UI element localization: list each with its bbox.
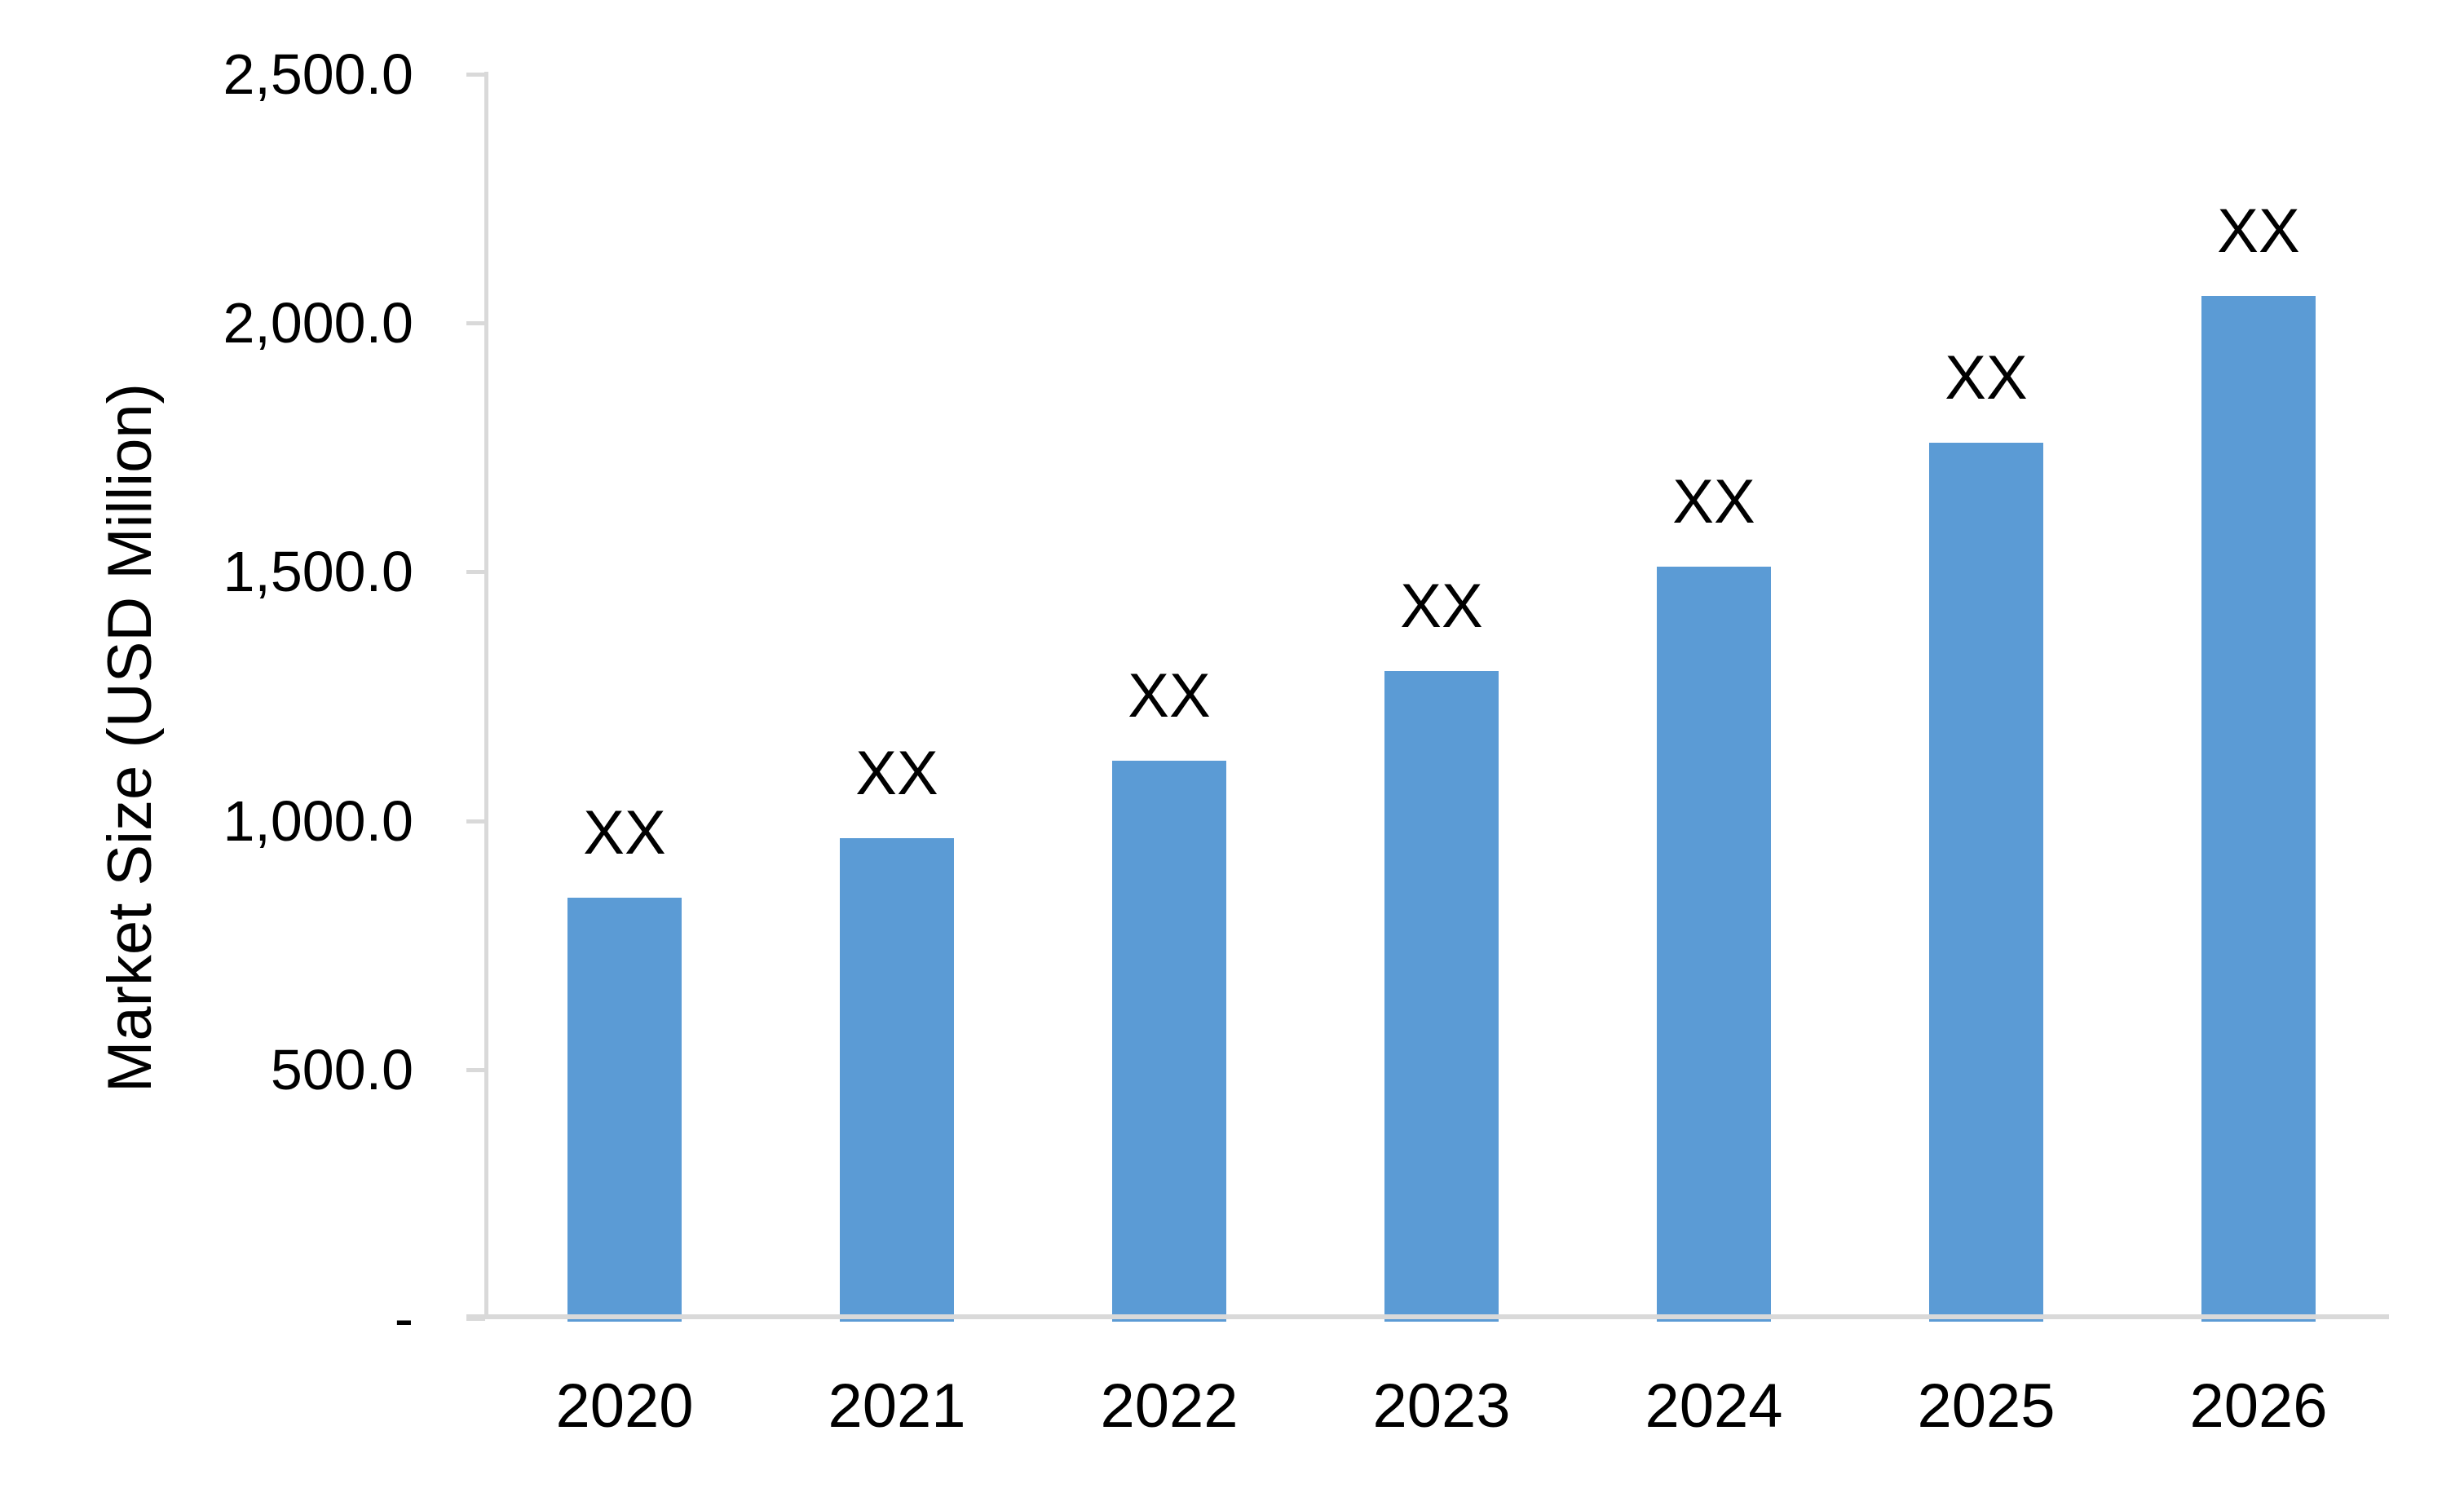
bar-data-label-2026: XX (2217, 196, 2300, 266)
y-axis-tick-label: 2,500.0 (223, 42, 413, 106)
y-axis-tick-label: 500.0 (270, 1038, 413, 1102)
bar-data-label-2021: XX (855, 739, 938, 808)
bar-2023 (1384, 671, 1499, 1322)
y-axis-tick-mark (466, 73, 485, 77)
bar-2020 (567, 898, 682, 1322)
x-axis-tick-label-2022: 2022 (1100, 1371, 1239, 1441)
bar-2025 (1929, 443, 2043, 1322)
bar-2022 (1112, 761, 1226, 1322)
y-axis-title: Market Size (USD Million) (95, 383, 165, 1093)
y-axis-tick-label: 1,500.0 (223, 540, 413, 603)
bar-data-label-2024: XX (1672, 467, 1755, 536)
bar-data-label-2022: XX (1128, 661, 1211, 731)
y-axis-line (484, 72, 488, 1319)
bar-data-label-2020: XX (583, 798, 666, 868)
bar-2026 (2201, 296, 2316, 1322)
bar-data-label-2023: XX (1400, 572, 1483, 641)
y-axis-tick-label: 2,000.0 (223, 291, 413, 355)
y-axis-tick-mark (466, 321, 485, 325)
bar-2021 (840, 838, 954, 1322)
x-axis-tick-label-2025: 2025 (1917, 1371, 2056, 1441)
y-axis-tick-mark (466, 819, 485, 823)
y-axis-tick-mark (466, 570, 485, 574)
x-axis-tick-label-2023: 2023 (1372, 1371, 1511, 1441)
x-axis-tick-label-2026: 2026 (2189, 1371, 2328, 1441)
x-axis-line (466, 1314, 2389, 1319)
y-axis-tick-label: 1,000.0 (223, 789, 413, 853)
bar-data-label-2025: XX (1945, 343, 2028, 413)
x-axis-tick-label-2024: 2024 (1645, 1371, 1783, 1441)
x-axis-tick-label-2020: 2020 (555, 1371, 694, 1441)
x-axis-tick-label-2021: 2021 (828, 1371, 966, 1441)
y-axis-tick-mark (466, 1068, 485, 1072)
bar-2024 (1657, 567, 1771, 1322)
y-axis-tick-label: - (394, 1287, 413, 1350)
